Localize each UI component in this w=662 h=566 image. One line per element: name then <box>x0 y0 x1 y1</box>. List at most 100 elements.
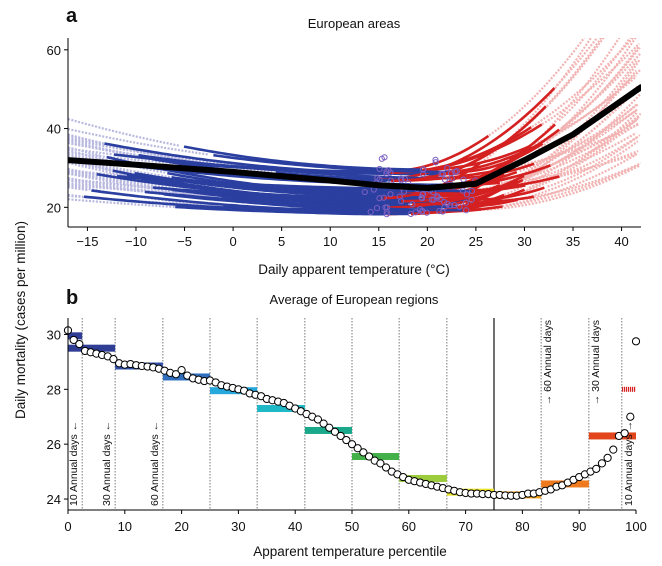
cold-extrapolated-curve <box>68 186 88 192</box>
heat-extrapolated-curve <box>506 164 639 207</box>
cold-observed-curve <box>160 186 463 212</box>
panel-b-y-tick-label: 30 <box>47 327 61 342</box>
mmt-marker <box>462 199 469 206</box>
heat-extrapolated-curve <box>519 60 638 180</box>
panel-b-x-tick-label: 50 <box>345 519 359 534</box>
panel-a-x-tick-label: 10 <box>323 234 337 249</box>
mmt-marker <box>412 209 419 216</box>
heat-extrapolated-curve <box>524 103 637 181</box>
panel-a-x-tick-label: 25 <box>469 234 483 249</box>
mmt-marker <box>432 156 439 163</box>
panel-b-x-axis-label: Apparent temperature percentile <box>253 544 447 559</box>
bin-bar <box>68 332 83 340</box>
bin-bar <box>621 386 636 392</box>
heat-observed-curve <box>423 144 531 171</box>
heat-extrapolated-curve <box>519 109 637 173</box>
cold-extrapolated-curve <box>68 177 180 197</box>
cold-extrapolated-curve <box>68 117 180 147</box>
bin-bar <box>352 453 400 461</box>
heat-extrapolated-curve <box>488 38 586 137</box>
cold-extrapolated-curve <box>68 171 161 189</box>
cold-observed-curve <box>271 166 388 174</box>
panel-a-x-tick-label: 0 <box>229 234 236 249</box>
mortality-point <box>592 464 601 473</box>
cold-observed-curve <box>268 197 459 209</box>
heat-extrapolated-curve <box>551 115 640 166</box>
mmt-marker <box>436 195 444 203</box>
heat-extrapolated-curve <box>469 164 640 212</box>
panel-a-title: European areas <box>308 16 401 31</box>
annual-days-annotation: 60 Annual days ← <box>149 421 161 506</box>
mmt-marker <box>383 211 390 218</box>
mmt-marker <box>419 191 426 198</box>
annual-days-annotation: → 60 Annual days <box>542 320 554 405</box>
mmt-marker <box>463 207 470 214</box>
heat-extrapolated-curve <box>515 108 638 183</box>
panel-a-x-tick-label: 20 <box>420 234 434 249</box>
mortality-point <box>626 412 635 421</box>
mortality-point <box>325 423 334 432</box>
heat-observed-curve <box>401 195 465 203</box>
heat-extrapolated-curve <box>533 162 641 198</box>
panel-b-plot: 10 Annual days ← 30 Annual days ← 60 Annua… <box>47 318 647 534</box>
panel-b-x-tick-label: 90 <box>572 519 586 534</box>
cold-observed-curve <box>218 189 384 200</box>
mmt-marker <box>447 170 455 177</box>
mmt-marker <box>416 206 424 213</box>
mmt-marker <box>382 204 389 211</box>
mmt-marker <box>374 174 381 182</box>
cold-extrapolated-curve <box>68 137 263 170</box>
panel-b-x-tick-label: 20 <box>174 519 188 534</box>
cold-extrapolated-curve <box>68 168 93 175</box>
mmt-marker <box>409 201 416 208</box>
mmt-marker <box>468 187 476 194</box>
cold-extrapolated-curve <box>68 172 219 200</box>
mortality-point <box>597 459 607 468</box>
mortality-point <box>359 448 368 457</box>
panel-b-y-tick-label: 24 <box>47 492 61 507</box>
heat-observed-curve <box>459 198 518 209</box>
heat-extrapolated-curve <box>561 53 641 128</box>
mmt-marker <box>436 208 443 215</box>
heat-observed-curve <box>465 195 535 204</box>
mmt-marker <box>387 191 394 198</box>
annual-days-annotation: 30 Annual days ← <box>101 421 113 506</box>
average-curve <box>68 84 641 191</box>
heat-extrapolated-curve <box>558 38 632 122</box>
mmt-marker <box>367 208 374 216</box>
mortality-point <box>177 366 186 375</box>
mortality-point <box>75 339 84 349</box>
cold-extrapolated-curve <box>68 170 117 178</box>
mortality-point <box>319 419 328 428</box>
mmt-marker <box>459 187 466 194</box>
panel-b-x-tick-label: 80 <box>515 519 529 534</box>
mortality-point <box>631 337 641 346</box>
heat-extrapolated-curve <box>535 103 639 165</box>
cold-extrapolated-curve <box>68 198 175 208</box>
mmt-marker <box>432 159 439 166</box>
annual-days-annotation: 10 Annual days → <box>623 421 635 506</box>
mmt-marker <box>418 194 425 201</box>
mmt-marker <box>376 195 383 202</box>
heat-extrapolated-curve <box>546 45 640 142</box>
mmt-marker <box>373 205 381 212</box>
annual-days-annotation: → 30 Annual days <box>590 320 602 405</box>
mortality-point <box>313 415 323 424</box>
mmt-marker <box>453 168 460 175</box>
panel-a-x-tick-label: 30 <box>517 234 531 249</box>
bin-bar <box>588 432 636 440</box>
mortality-point <box>376 459 385 468</box>
cold-extrapolated-curve <box>68 147 112 156</box>
mmt-marker <box>447 202 454 209</box>
mortality-point <box>364 452 374 461</box>
cold-extrapolated-curve <box>68 141 146 159</box>
panel-a-curves <box>68 38 641 218</box>
panel-a-letter: a <box>66 5 78 27</box>
panel-a-x-axis-label: Daily apparent temperature (°C) <box>258 262 449 277</box>
panel-b-y-tick-label: 28 <box>47 382 61 397</box>
mmt-marker <box>398 198 405 205</box>
mmt-marker <box>463 191 470 198</box>
cold-extrapolated-curve <box>68 127 209 156</box>
mortality-point <box>609 445 618 454</box>
panel-a-y-tick-label: 20 <box>47 200 61 215</box>
